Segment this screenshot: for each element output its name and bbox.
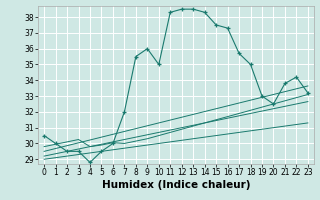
X-axis label: Humidex (Indice chaleur): Humidex (Indice chaleur) — [102, 180, 250, 190]
